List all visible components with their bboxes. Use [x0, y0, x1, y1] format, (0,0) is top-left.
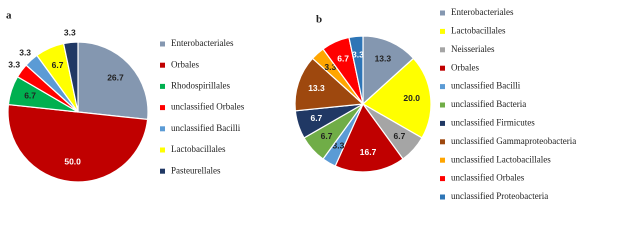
legend-swatch [160, 83, 165, 89]
data-label: 6.7 [52, 60, 64, 70]
legend-label: Rhodospirillales [171, 80, 230, 90]
data-label: 6.7 [310, 113, 322, 123]
legend-swatch [440, 157, 445, 163]
legend-label: Lactobacillales [171, 144, 226, 154]
pie-slice [348, 35, 364, 105]
legend-swatch [160, 168, 165, 174]
legend-swatch [160, 62, 165, 68]
data-label: 6.7 [394, 131, 406, 141]
data-label: 16.7 [360, 147, 377, 157]
legend-label: unclassified Bacilli [451, 81, 521, 91]
legend-swatch [440, 10, 445, 16]
legend-label: Orbales [451, 62, 479, 72]
legend-label: unclassified Firmicutes [451, 117, 535, 127]
data-label: 20.0 [403, 93, 420, 103]
legend-swatch [440, 102, 445, 108]
legend-label: Lactobacillales [451, 25, 506, 35]
pie-slice [7, 103, 149, 183]
legend-label: unclassified Proteobacteria [451, 191, 548, 201]
legend-swatch [440, 120, 445, 126]
legend-label: unclassified Bacteria [451, 99, 526, 109]
legend-swatch [160, 105, 165, 111]
legend-swatch [440, 176, 445, 182]
pie-slice [294, 57, 365, 112]
legend-label: Enterobacteriales [451, 7, 514, 17]
legend-swatch [440, 194, 445, 200]
legend-swatch [440, 47, 445, 53]
legend-swatch [440, 84, 445, 90]
legend-swatch [440, 65, 445, 71]
pie-slice [334, 102, 404, 173]
data-label: 26.7 [107, 73, 124, 83]
legend-label: unclassified Bacilli [171, 123, 241, 133]
legend-label: unclassified Orbales [451, 173, 525, 183]
data-label: 3.3 [352, 50, 364, 60]
legend-swatch [440, 139, 445, 145]
legend-label: unclassified Orbales [171, 102, 245, 112]
pie-slice [62, 41, 79, 113]
data-label: 13.3 [308, 83, 325, 93]
legend-label: Pasteurellales [171, 165, 221, 175]
panel-label: a [6, 10, 12, 22]
figure: a26.750.06.73.33.36.73.3Enterobacteriale… [6, 7, 576, 201]
data-label: 50.0 [64, 156, 81, 166]
legend-swatch [160, 126, 165, 132]
data-label: 3.3 [324, 62, 336, 72]
data-label: 6.7 [321, 131, 333, 141]
legend-label: Enterobacteriales [171, 38, 234, 48]
page: a 26.7 50.0 6.7 3.3 3.3 6.7 3.3 Enterobacteriale… [6, 7, 577, 202]
pie-slice [362, 35, 415, 106]
legend-label: Neisseriales [451, 44, 495, 54]
data-label: 3.3 [333, 141, 345, 151]
legend-label: unclassified Gammaproteobacteria [451, 136, 576, 146]
data-label: 3.3 [8, 60, 20, 70]
legend-label: unclassified Lactobacillales [451, 154, 551, 164]
legend-swatch [160, 41, 165, 47]
pie-slice [361, 57, 432, 139]
legend-swatch [440, 28, 445, 34]
legend-label: Orbales [171, 59, 199, 69]
data-label: 3.3 [19, 47, 31, 57]
pie-slice [77, 41, 149, 121]
data-label: 13.3 [375, 54, 392, 64]
legend-swatch [160, 147, 165, 153]
data-label: 6.7 [337, 54, 349, 64]
panel-label: b [316, 14, 322, 26]
data-label: 3.3 [64, 28, 76, 38]
data-label: 6.7 [24, 91, 36, 101]
